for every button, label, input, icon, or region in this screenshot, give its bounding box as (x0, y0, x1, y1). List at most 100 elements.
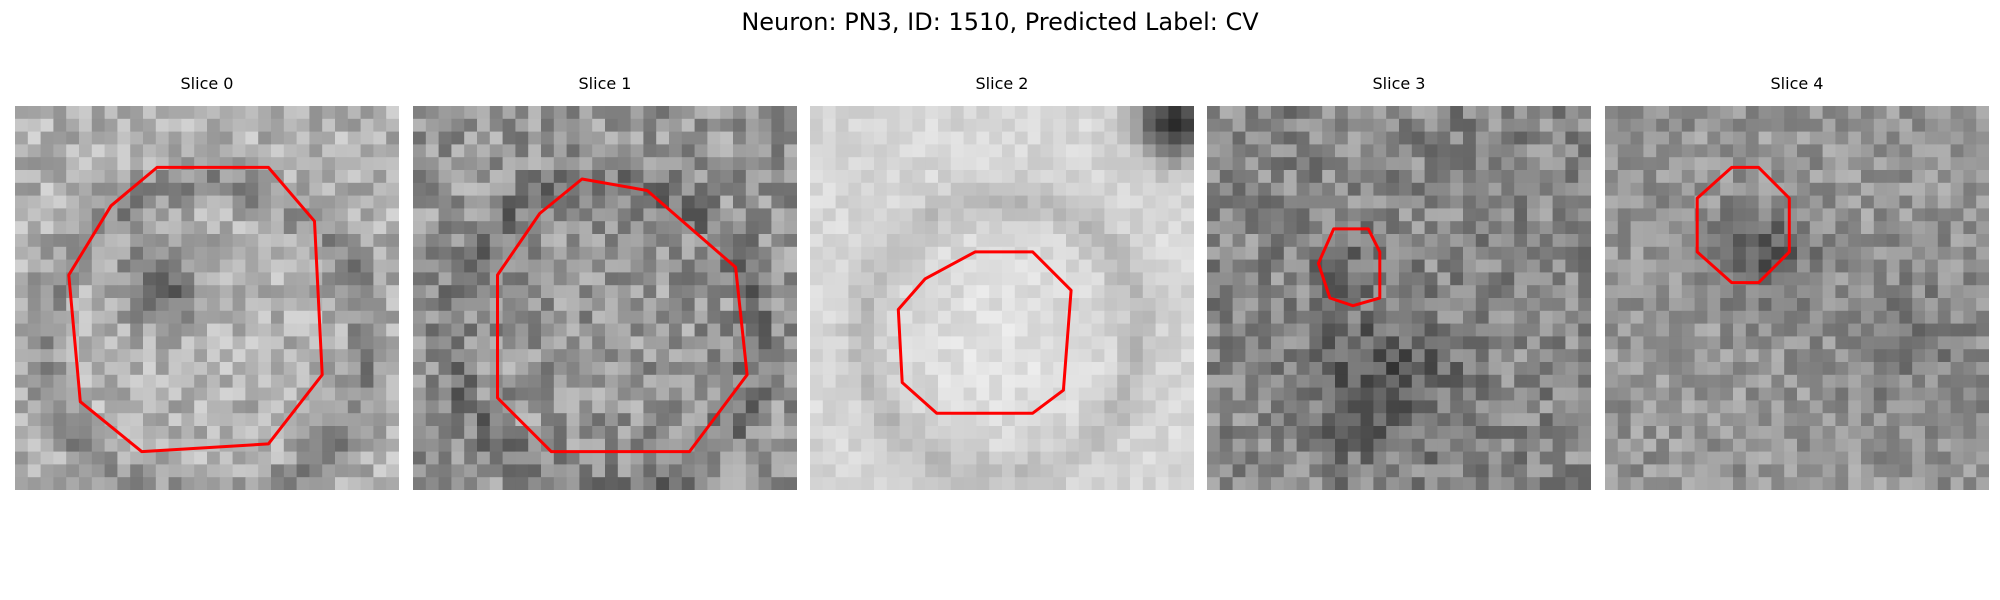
pixel-cell (1322, 451, 1336, 465)
pixel-cell (1130, 208, 1144, 222)
pixel-cell (1976, 106, 1989, 120)
pixel-cell (1475, 464, 1489, 478)
pixel-cell (27, 451, 41, 465)
pixel-cell (245, 118, 259, 132)
slice-title-2: Slice 2 (975, 74, 1029, 93)
pixel-cell (1130, 451, 1144, 465)
pixel-cell (566, 182, 580, 196)
pixel-cell (66, 195, 80, 209)
pixel-cell (1386, 336, 1400, 350)
pixel-cell (1797, 336, 1811, 350)
pixel-cell (963, 298, 977, 312)
pixel-cell (1669, 144, 1683, 158)
pixel-cell (1501, 170, 1515, 184)
pixel-cell (1630, 413, 1644, 427)
pixel-cell (335, 336, 349, 350)
pixel-cell (1861, 349, 1875, 363)
pixel-cell (464, 246, 478, 260)
pixel-cell (1578, 221, 1591, 235)
pixel-cell (1733, 208, 1747, 222)
pixel-cell (104, 400, 118, 414)
pixel-cell (1488, 195, 1502, 209)
pixel-cell (1733, 387, 1747, 401)
pixel-cell (630, 221, 644, 235)
pixel-cell (1848, 106, 1862, 120)
pixel-cell (1053, 195, 1067, 209)
pixel-cell (27, 259, 41, 273)
pixel-cell (1565, 182, 1579, 196)
pixel-cell (925, 144, 939, 158)
pixel-cell (541, 170, 555, 184)
pixel-cell (758, 374, 772, 388)
pixel-cell (1656, 298, 1670, 312)
pixel-cell (566, 400, 580, 414)
pixel-cell (451, 272, 465, 286)
pixel-cell (296, 221, 310, 235)
pixel-cell (1411, 349, 1425, 363)
pixel-cell (207, 195, 221, 209)
pixel-cell (1501, 426, 1515, 440)
pixel-cell (322, 426, 336, 440)
pixel-cell (1283, 221, 1297, 235)
pixel-cell (656, 362, 670, 376)
pixel-cell (566, 246, 580, 260)
pixel-cell (643, 106, 657, 120)
pixel-cell (438, 272, 452, 286)
pixel-cell (1925, 259, 1939, 273)
pixel-cell (1733, 246, 1747, 260)
pixel-cell (1552, 234, 1566, 248)
pixel-cell (360, 362, 374, 376)
pixel-cell (1899, 208, 1913, 222)
pixel-cell (1488, 426, 1502, 440)
pixel-cell (53, 131, 67, 145)
pixel-cell (733, 170, 747, 184)
slice-title-4: Slice 4 (1770, 74, 1824, 93)
pixel-cell (1142, 451, 1156, 465)
pixel-cell (681, 246, 695, 260)
pixel-cell (822, 208, 836, 222)
pixel-cell (79, 451, 93, 465)
pixel-cell (822, 195, 836, 209)
pixel-cell (1605, 310, 1619, 324)
pixel-cell (464, 182, 478, 196)
pixel-cell (566, 195, 580, 209)
pixel-cell (1578, 106, 1591, 120)
pixel-cell (373, 451, 387, 465)
pixel-cell (168, 323, 182, 337)
pixel-cell (1861, 144, 1875, 158)
pixel-cell (1501, 208, 1515, 222)
pixel-cell (886, 426, 900, 440)
pixel-cell (283, 182, 297, 196)
pixel-cell (1835, 336, 1849, 350)
pixel-cell (1925, 195, 1939, 209)
pixel-cell (656, 182, 670, 196)
pixel-cell (733, 426, 747, 440)
pixel-cell (1002, 106, 1016, 120)
pixel-cell (207, 349, 221, 363)
pixel-cell (874, 438, 888, 452)
pixel-cell (232, 464, 246, 478)
pixel-cell (1514, 246, 1528, 260)
pixel-cell (1181, 118, 1194, 132)
pixel-cell (1758, 477, 1772, 490)
pixel-cell (1335, 182, 1349, 196)
pixel-cell (1040, 118, 1054, 132)
pixel-cell (386, 349, 399, 363)
pixel-cell (1181, 362, 1194, 376)
pixel-cell (130, 426, 144, 440)
pixel-cell (1130, 298, 1144, 312)
pixel-cell (1848, 426, 1862, 440)
pixel-cell (541, 336, 555, 350)
pixel-cell (989, 234, 1003, 248)
pixel-cell (1514, 349, 1528, 363)
pixel-cell (1437, 298, 1451, 312)
pixel-cell (1014, 131, 1028, 145)
pixel-cell (1219, 400, 1233, 414)
pixel-cell (515, 131, 529, 145)
pixel-cell (617, 131, 631, 145)
pixel-cell (1822, 362, 1836, 376)
pixel-cell (40, 464, 54, 478)
pixel-cell (656, 298, 670, 312)
pixel-cell (912, 170, 926, 184)
pixel-cell (1117, 118, 1131, 132)
